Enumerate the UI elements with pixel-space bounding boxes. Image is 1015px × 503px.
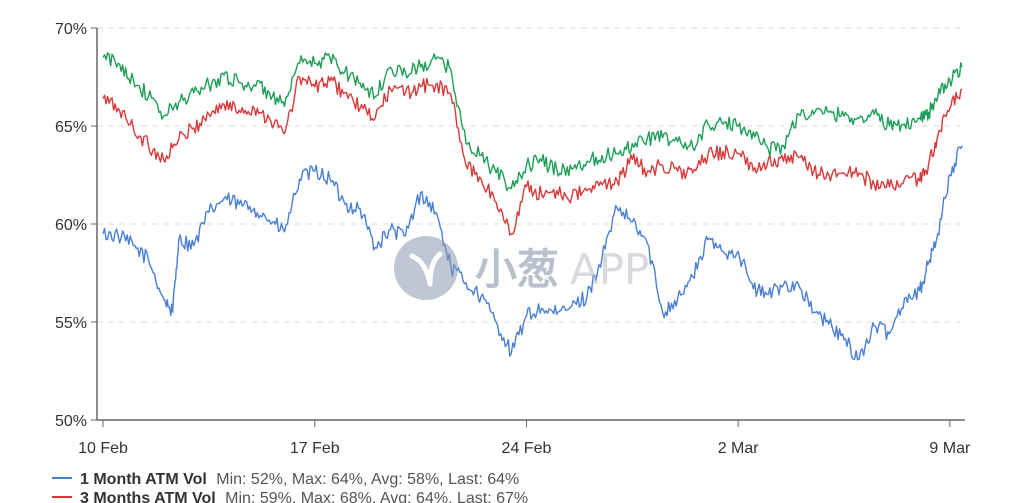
x-tick-labels: 10 Feb 17 Feb 24 Feb 2 Mar 9 Mar (78, 420, 971, 457)
x-tick-label: 24 Feb (502, 440, 552, 457)
legend-stats-1m: Min: 52%, Max: 64%, Avg: 58%, Last: 64% (216, 471, 519, 488)
series-lines (102, 52, 963, 361)
legend-label-3m: 3 Months ATM Vol Min: 59%, Max: 68%, Avg… (80, 490, 528, 503)
legend-item-1m[interactable]: 1 Month ATM Vol Min: 52%, Max: 64%, Avg:… (52, 471, 519, 488)
legend-label-1m: 1 Month ATM Vol Min: 52%, Max: 64%, Avg:… (80, 471, 519, 488)
watermark-logo-leaf (409, 251, 443, 287)
legend-name-3m: 3 Months ATM Vol (80, 490, 216, 503)
y-tick-labels: 50% 55% 60% 65% 70% (55, 21, 97, 430)
y-tick-label: 65% (55, 119, 87, 136)
series-line-6m (102, 52, 963, 192)
series-line-3m (102, 75, 963, 236)
legend-item-3m[interactable]: 3 Months ATM Vol Min: 59%, Max: 68%, Avg… (52, 490, 528, 503)
watermark-text-cjk: 小葱 (475, 245, 559, 294)
watermark-text-latin: APP (570, 245, 649, 294)
y-tick-label: 60% (55, 217, 87, 234)
y-tick-label: 70% (55, 21, 87, 38)
y-tick-label: 50% (55, 413, 87, 430)
series-line-1m (102, 145, 963, 361)
grid-lines (97, 27, 965, 323)
x-tick-label: 10 Feb (78, 440, 128, 457)
legend-stats-3m: Min: 59%, Max: 68%, Avg: 64%, Last: 67% (225, 490, 528, 503)
watermark: 小葱 APP (394, 236, 649, 300)
legend: 1 Month ATM Vol Min: 52%, Max: 64%, Avg:… (52, 471, 528, 503)
y-tick-label: 55% (55, 315, 87, 332)
x-tick-label: 9 Mar (929, 440, 971, 457)
x-tick-label: 17 Feb (290, 440, 340, 457)
legend-name-1m: 1 Month ATM Vol (80, 471, 207, 488)
x-tick-label: 2 Mar (718, 440, 760, 457)
